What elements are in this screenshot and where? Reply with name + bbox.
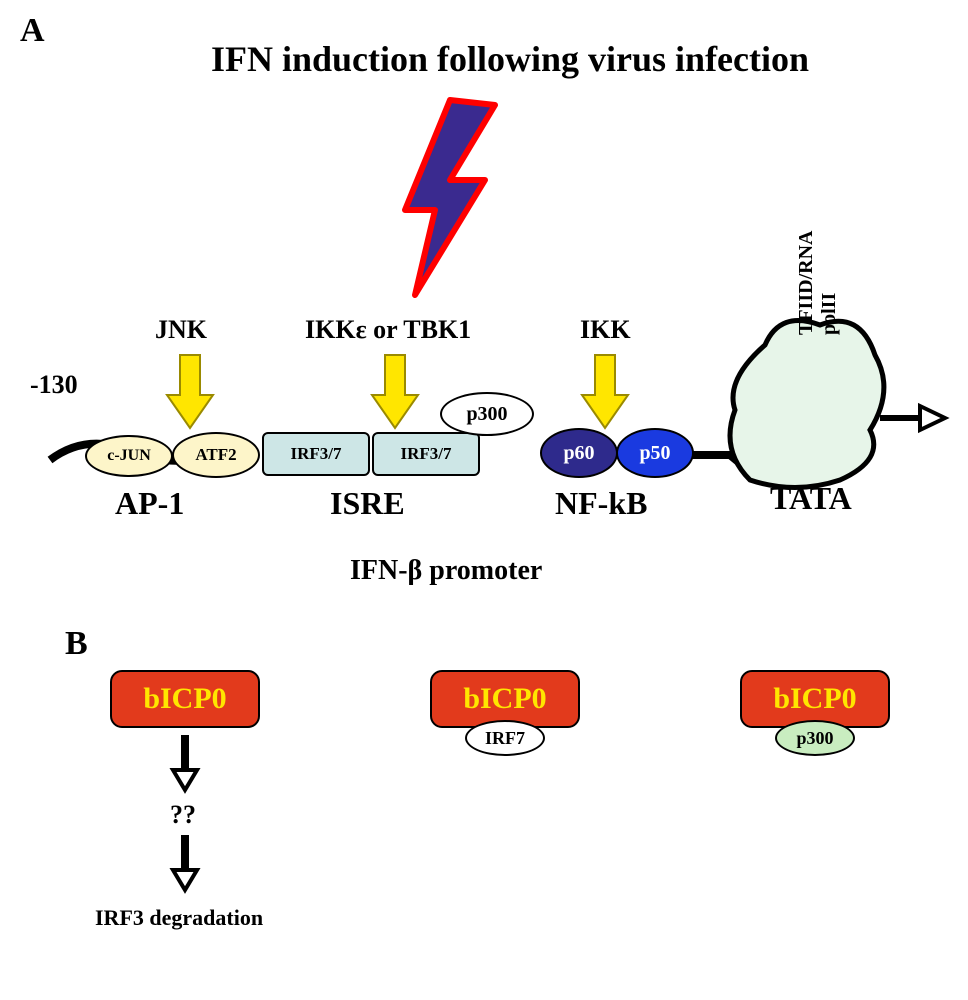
polii-text: TFIID/RNA polII [795,185,841,335]
irf37-a: IRF3/7 [262,432,370,476]
arrow-down-2-icon [165,835,205,895]
p50-protein: p50 [616,428,694,478]
jnk-label: JNK [155,315,207,345]
tata-site: TATA [770,480,852,517]
panel-a-label: A [20,12,45,50]
p300-protein: p300 [440,392,534,436]
transcription-arrow-icon [880,400,950,440]
bicpo-1: bICP0 [110,670,260,728]
arrow-down-1-icon [165,735,205,795]
irf37-b: IRF3/7 [372,432,480,476]
panel-b-label: B [65,625,88,663]
cjun-protein: c-JUN [85,435,173,477]
p300-small: p300 [775,720,855,756]
position-label: -130 [30,370,78,400]
result-label: IRF3 degradation [95,905,263,931]
irf7-small: IRF7 [465,720,545,756]
atf2-protein: ATF2 [172,432,260,478]
unknown-label: ?? [170,800,196,830]
p60-protein: p60 [540,428,618,478]
promoter-label: IFN-β promoter [350,555,542,587]
lightning-icon [380,90,540,310]
isre-site: ISRE [330,485,405,522]
ikke-label: IKKε or TBK1 [305,315,471,345]
ap1-site: AP-1 [115,485,184,522]
title-text: IFN induction following virus infection [170,38,850,80]
ikk-label: IKK [580,315,631,345]
nfkb-site: NF-kB [555,485,647,522]
